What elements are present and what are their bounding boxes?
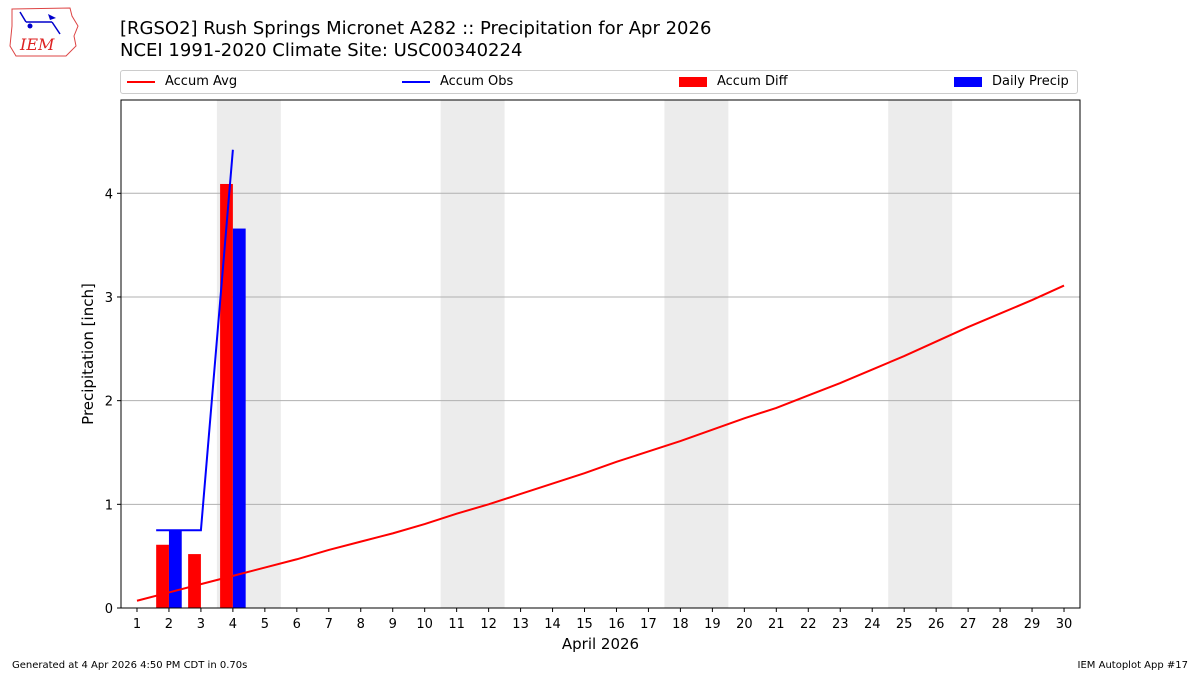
x-tick-label: 10 bbox=[416, 617, 433, 632]
y-axis-label: Precipitation [inch] bbox=[79, 283, 97, 425]
accum-avg-line bbox=[136, 284, 1065, 602]
chart-title: [RGSO2] Rush Springs Micronet A282 :: Pr… bbox=[120, 18, 711, 62]
generated-timestamp: Generated at 4 Apr 2026 4:50 PM CDT in 0… bbox=[12, 660, 248, 671]
x-tick-label: 28 bbox=[992, 617, 1009, 632]
x-tick-label: 12 bbox=[480, 617, 497, 632]
logo-text: IEM bbox=[19, 35, 55, 54]
y-tick-label: 2 bbox=[105, 395, 113, 410]
legend-item-accum-avg: Accum Avg bbox=[127, 74, 237, 90]
legend-item-accum-obs: Accum Obs bbox=[402, 74, 513, 90]
legend-label: Daily Precip bbox=[992, 74, 1069, 89]
weekend-shade bbox=[888, 100, 953, 608]
x-tick-label: 11 bbox=[448, 617, 465, 632]
weekend-shade bbox=[664, 100, 729, 608]
x-tick-label: 30 bbox=[1056, 617, 1073, 632]
app-label: IEM Autoplot App #17 bbox=[1077, 660, 1188, 671]
x-axis-label: April 2026 bbox=[562, 635, 639, 653]
y-tick-label: 1 bbox=[105, 498, 113, 513]
daily-precip-bar bbox=[232, 228, 246, 608]
x-tick-label: 14 bbox=[544, 617, 561, 632]
x-tick-label: 2 bbox=[165, 617, 173, 632]
x-tick-label: 24 bbox=[864, 617, 881, 632]
legend-label: Accum Avg bbox=[165, 74, 238, 89]
x-tick-label: 18 bbox=[672, 617, 689, 632]
x-tick-label: 21 bbox=[768, 617, 785, 632]
accum-obs-line bbox=[156, 149, 234, 532]
x-tick-label: 27 bbox=[960, 617, 977, 632]
daily-precip-bar bbox=[168, 530, 182, 608]
plot-frame bbox=[120, 99, 1081, 609]
x-tick-label: 4 bbox=[229, 617, 237, 632]
chart-legend: Accum Avg Accum Obs Accum Diff Daily Pre… bbox=[120, 70, 1078, 94]
y-tick-label: 0 bbox=[105, 602, 113, 617]
x-tick-label: 23 bbox=[832, 617, 849, 632]
accum-diff-bar bbox=[220, 183, 233, 608]
weekend-shade bbox=[440, 100, 505, 608]
x-tick-label: 16 bbox=[608, 617, 625, 632]
x-tick-label: 7 bbox=[325, 617, 333, 632]
x-tick-label: 29 bbox=[1024, 617, 1041, 632]
x-tick-label: 15 bbox=[576, 617, 593, 632]
legend-item-daily-precip: Daily Precip bbox=[954, 74, 1069, 90]
x-tick-label: 1 bbox=[133, 617, 141, 632]
x-tick-label: 20 bbox=[736, 617, 753, 632]
title-line-2: NCEI 1991-2020 Climate Site: USC00340224 bbox=[120, 40, 523, 61]
x-tick-label: 5 bbox=[261, 617, 269, 632]
x-tick-label: 22 bbox=[800, 617, 817, 632]
legend-item-accum-diff: Accum Diff bbox=[679, 74, 788, 90]
x-tick-label: 13 bbox=[512, 617, 529, 632]
red-line-swatch-icon bbox=[127, 81, 155, 83]
y-tick-label: 4 bbox=[105, 187, 113, 202]
x-tick-label: 17 bbox=[640, 617, 657, 632]
x-tick-label: 8 bbox=[357, 617, 365, 632]
red-bar-swatch-icon bbox=[679, 77, 707, 87]
x-tick-label: 25 bbox=[896, 617, 913, 632]
x-tick-label: 3 bbox=[197, 617, 205, 632]
iem-logo: IEM bbox=[8, 6, 80, 58]
legend-label: Accum Diff bbox=[717, 74, 788, 89]
legend-label: Accum Obs bbox=[440, 74, 514, 89]
x-tick-label: 26 bbox=[928, 617, 945, 632]
title-line-1: [RGSO2] Rush Springs Micronet A282 :: Pr… bbox=[120, 18, 712, 39]
x-tick-label: 19 bbox=[704, 617, 721, 632]
accum-diff-bar bbox=[188, 554, 201, 608]
y-tick-label: 3 bbox=[105, 291, 113, 306]
x-tick-label: 6 bbox=[293, 617, 301, 632]
x-tick-label: 9 bbox=[389, 617, 397, 632]
blue-line-swatch-icon bbox=[402, 81, 430, 83]
blue-bar-swatch-icon bbox=[954, 77, 982, 87]
accum-diff-bar bbox=[156, 544, 169, 608]
